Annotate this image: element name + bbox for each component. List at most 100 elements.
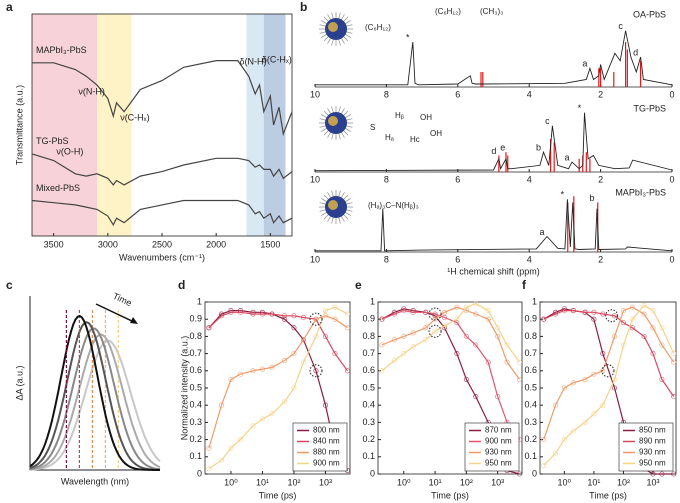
ligand bbox=[344, 20, 351, 25]
data-point bbox=[410, 344, 416, 350]
x-tick-label: 10³ bbox=[491, 477, 504, 487]
data-point bbox=[259, 416, 266, 422]
nanocrystal-core bbox=[328, 22, 338, 32]
time-arrow-head bbox=[130, 317, 138, 324]
ligand bbox=[331, 216, 334, 224]
x-axis-label: Time (ps) bbox=[589, 490, 627, 500]
data-point bbox=[473, 342, 479, 348]
x-axis-label: ¹H chemical shift (ppm) bbox=[447, 266, 540, 276]
ligand bbox=[344, 127, 351, 132]
x-tick-label: 10 bbox=[310, 174, 320, 184]
data-point bbox=[454, 316, 460, 322]
structure-label: S bbox=[370, 123, 375, 132]
peak-label: e bbox=[500, 143, 505, 153]
crossing-marker bbox=[601, 364, 615, 378]
x-tick-label: 3000 bbox=[98, 239, 118, 249]
x-tick-label: 8 bbox=[384, 254, 389, 264]
peak-label: * bbox=[578, 103, 582, 113]
data-point bbox=[473, 394, 479, 400]
peak-label: c bbox=[545, 116, 550, 126]
ligand bbox=[338, 106, 341, 114]
data-point bbox=[671, 394, 677, 400]
peak-label: * bbox=[406, 32, 410, 42]
y-tick-label: 0.6 bbox=[362, 365, 375, 375]
x-tick-label: 10³ bbox=[319, 477, 332, 487]
spectrum-line bbox=[315, 30, 673, 86]
spectrum-line bbox=[314, 112, 673, 172]
data-point bbox=[629, 325, 635, 331]
legend-label: 900 nm bbox=[313, 459, 340, 468]
peak-label: b bbox=[536, 143, 541, 153]
ligand bbox=[323, 16, 330, 23]
data-point bbox=[641, 311, 647, 317]
structure-label: (C₆H₁₂) bbox=[365, 23, 391, 32]
spectrum-name: MAPbI₃-PbS bbox=[615, 187, 666, 197]
ligand bbox=[338, 190, 341, 198]
ligand bbox=[319, 118, 327, 121]
ligand bbox=[327, 14, 332, 21]
ligand bbox=[344, 211, 351, 216]
legend-label: 890 nm bbox=[639, 437, 666, 446]
ligand bbox=[345, 118, 353, 121]
data-point bbox=[423, 337, 429, 343]
data-point bbox=[454, 351, 460, 357]
band bbox=[263, 14, 286, 236]
legend-label: 800 nm bbox=[313, 426, 340, 435]
ligand bbox=[344, 198, 351, 203]
data-point bbox=[322, 333, 329, 339]
data-point bbox=[206, 466, 212, 472]
y-tick-label: 0.2 bbox=[189, 434, 202, 444]
series-line bbox=[543, 310, 675, 397]
ligand bbox=[345, 24, 353, 27]
panel-label: a bbox=[6, 0, 13, 14]
data-point bbox=[218, 457, 225, 463]
nanocrystal-core bbox=[328, 116, 338, 126]
data-point bbox=[561, 385, 567, 391]
nanocrystal-core bbox=[328, 200, 338, 210]
ligand bbox=[340, 37, 345, 44]
ligand bbox=[345, 125, 353, 128]
ligand bbox=[331, 38, 334, 46]
panel-label: d bbox=[178, 278, 185, 292]
x-tick-label: 6 bbox=[455, 89, 460, 99]
panel-label: e bbox=[355, 278, 362, 292]
data-point bbox=[344, 368, 351, 374]
annotation: ν(O-H) bbox=[56, 146, 83, 156]
ligand bbox=[323, 110, 330, 117]
data-point bbox=[441, 314, 448, 321]
crossing-marker bbox=[428, 324, 442, 338]
ligand bbox=[331, 190, 334, 198]
ligand bbox=[327, 215, 332, 222]
ligand bbox=[327, 192, 332, 199]
legend-label: 840 nm bbox=[313, 437, 340, 446]
data-point bbox=[485, 308, 491, 314]
y-tick-label: 0.7 bbox=[362, 348, 375, 358]
x-axis-label: Wavenumbers (cm⁻¹) bbox=[119, 252, 205, 262]
series-line bbox=[381, 309, 520, 440]
data-point bbox=[454, 320, 460, 326]
ligand bbox=[338, 216, 341, 224]
y-tick-label: 0.4 bbox=[524, 400, 537, 410]
y-tick-label: 0.3 bbox=[524, 417, 537, 427]
series-line bbox=[31, 199, 293, 227]
data-point bbox=[600, 402, 606, 408]
x-tick-label: 8 bbox=[384, 174, 389, 184]
y-tick-label: 0.4 bbox=[362, 400, 375, 410]
data-point bbox=[379, 316, 385, 322]
data-point bbox=[291, 385, 297, 391]
data-point bbox=[344, 311, 351, 317]
ligand bbox=[331, 106, 334, 114]
structure-label: (Hₐ)₃C–N(Hᵦ)₃ bbox=[368, 201, 419, 210]
x-tick-label: 10 bbox=[310, 89, 320, 99]
ligand bbox=[323, 194, 330, 201]
data-point bbox=[250, 423, 256, 429]
peak-label: a bbox=[540, 227, 545, 237]
y-tick-label: 0.6 bbox=[524, 365, 537, 375]
y-tick-label: 0.5 bbox=[189, 382, 202, 392]
schematic-curve bbox=[29, 314, 160, 471]
data-point bbox=[441, 309, 448, 315]
x-tick-label: 10² bbox=[460, 477, 473, 487]
x-tick-label: 2 bbox=[598, 174, 603, 184]
peak-label: a bbox=[565, 152, 570, 162]
data-point bbox=[552, 402, 559, 408]
